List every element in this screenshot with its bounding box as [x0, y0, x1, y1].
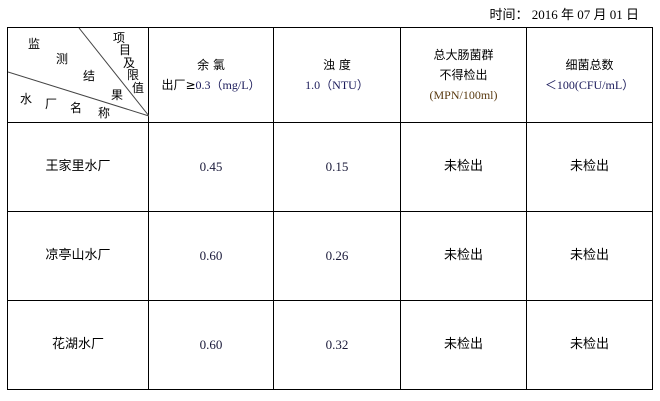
coliform-value: 未检出	[400, 211, 527, 301]
corner-char: 限	[127, 68, 140, 82]
header-turbidity: 浊 度 1.0（NTU）	[273, 27, 401, 123]
date-label: 时间：	[489, 8, 529, 23]
header-sub: 出厂≥	[161, 78, 196, 92]
corner-char: 监	[28, 37, 41, 51]
corner-char: 项	[113, 31, 126, 45]
header-title: 细菌总数	[565, 58, 614, 72]
coliform-value: 未检出	[400, 300, 527, 390]
water-quality-table: 监 测 结 果 项 目 及 限 值 水 厂 名 称 余 氯出厂≥0.3（mg/L…	[7, 27, 653, 390]
table-row: 凉亭山水厂 0.60 0.26 未检出 未检出	[7, 211, 653, 301]
corner-char: 及	[123, 56, 136, 70]
header-coliform: 总大肠菌群不得检出 (MPN/100ml)	[400, 27, 527, 123]
header-limit: ＜100(CFU/mL）	[544, 78, 635, 92]
turbidity-value: 0.26	[273, 211, 401, 301]
corner-char: 结	[83, 69, 96, 83]
corner-char: 测	[56, 52, 69, 66]
corner-char: 名	[70, 101, 83, 115]
plant-name: 王家里水厂	[7, 122, 149, 212]
header-row: 监 测 结 果 项 目 及 限 值 水 厂 名 称 余 氯出厂≥0.3（mg/L…	[7, 27, 653, 123]
coliform-value: 未检出	[400, 122, 527, 212]
chlorine-value: 0.45	[148, 122, 274, 212]
bacteria-value: 未检出	[526, 211, 653, 301]
bacteria-value: 未检出	[526, 122, 653, 212]
chlorine-value: 0.60	[148, 211, 274, 301]
chlorine-value: 0.60	[148, 300, 274, 390]
corner-char: 水	[20, 92, 33, 106]
header-limit: 1.0（NTU）	[305, 78, 369, 92]
date-value: 2016 年 07 月 01 日	[531, 7, 639, 22]
header-title: 浊 度	[323, 58, 351, 72]
corner-char: 目	[119, 43, 132, 57]
bacteria-value: 未检出	[526, 300, 653, 390]
diagonal-header-cell: 监 测 结 果 项 目 及 限 值 水 厂 名 称	[7, 27, 149, 123]
turbidity-value: 0.15	[273, 122, 401, 212]
header-limit: (MPN/100ml)	[429, 88, 498, 102]
corner-char: 值	[132, 81, 145, 95]
table-row: 花湖水厂 0.60 0.32 未检出 未检出	[7, 300, 653, 390]
report-date: 时间： 2016 年 07 月 01 日	[489, 4, 639, 23]
plant-name: 凉亭山水厂	[7, 211, 149, 301]
corner-char: 果	[111, 88, 124, 102]
corner-char: 称	[98, 106, 111, 120]
turbidity-value: 0.32	[273, 300, 401, 390]
corner-char: 厂	[45, 97, 58, 111]
header-bacteria: 细菌总数 ＜100(CFU/mL）	[526, 27, 653, 123]
header-title: 总大肠菌群	[433, 48, 494, 62]
diagonal-lines	[8, 28, 149, 117]
header-title: 余 氯	[197, 58, 225, 72]
header-chlorine: 余 氯出厂≥0.3（mg/L）	[148, 27, 274, 123]
table-row: 王家里水厂 0.45 0.15 未检出 未检出	[7, 122, 653, 212]
plant-name: 花湖水厂	[7, 300, 149, 390]
header-sub: 不得检出	[439, 68, 488, 82]
header-limit: 0.3（mg/L）	[195, 78, 261, 92]
